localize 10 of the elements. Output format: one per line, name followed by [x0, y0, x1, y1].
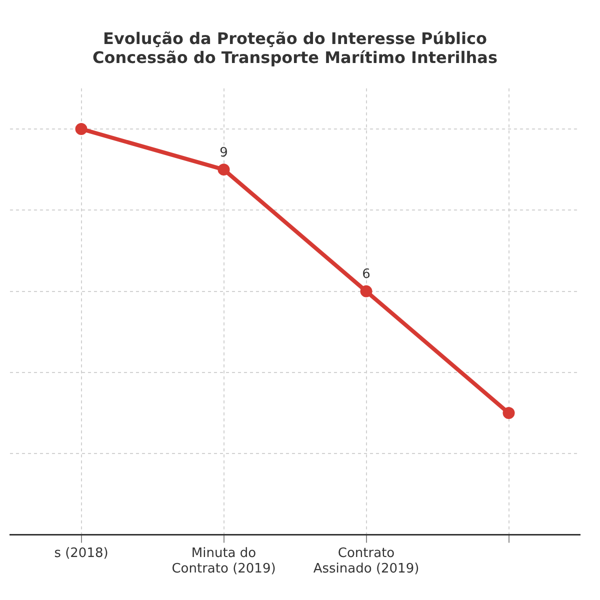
point [218, 164, 230, 176]
point [75, 122, 88, 135]
point [502, 407, 515, 420]
x-tick-label: Minuta do Contrato (2019) [172, 546, 276, 577]
x-tick-label: Contrato Assinado (2019) [313, 546, 420, 577]
x-tick-label: s (2018) [54, 546, 108, 561]
data-label: 9 [220, 145, 228, 160]
data-label: 6 [362, 267, 370, 282]
chart-title: Evolução da Proteção do Interesse Público Concessão do Transporte Marítimo Interilhas [92, 28, 498, 67]
point [360, 285, 372, 298]
